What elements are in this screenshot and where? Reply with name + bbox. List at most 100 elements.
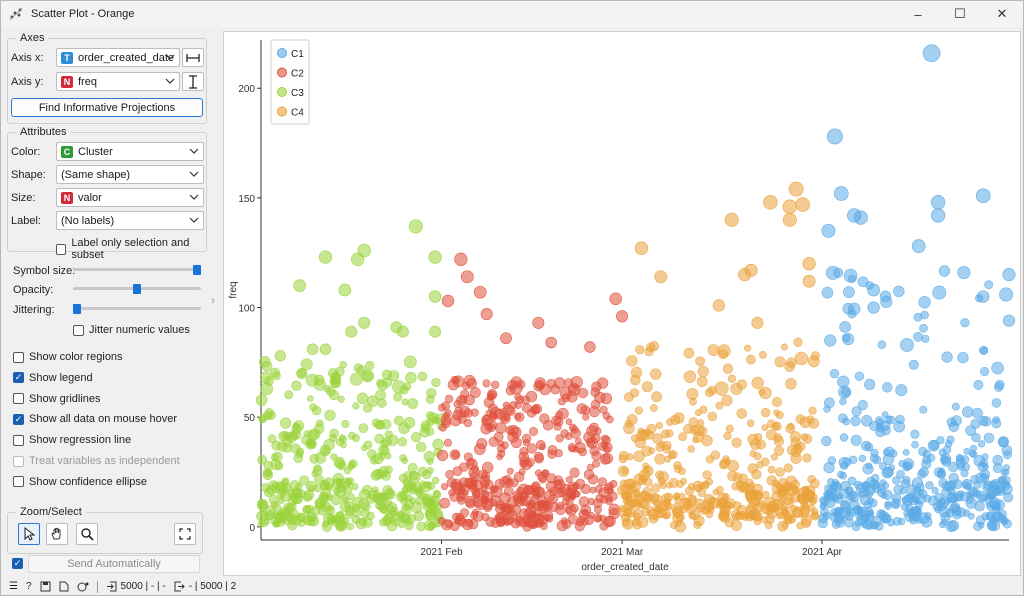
data-point-c3	[392, 380, 406, 394]
report-icon[interactable]	[59, 581, 69, 592]
data-point-c4	[725, 498, 736, 509]
data-point-c1	[861, 415, 873, 427]
data-point-c4	[642, 462, 649, 470]
label-combo[interactable]: (No labels)	[56, 211, 204, 230]
data-point-c1	[920, 310, 929, 320]
data-point-c1	[915, 500, 924, 509]
x-tick-label: 2021 Apr	[802, 547, 843, 558]
horizontal-range-icon	[186, 53, 200, 62]
data-point-c4	[715, 486, 724, 495]
data-point-c2	[582, 413, 590, 421]
data-point-c2	[568, 423, 577, 432]
data-point-c2	[525, 506, 537, 518]
shape-combo[interactable]: (Same shape)	[56, 165, 204, 184]
data-point-c3	[408, 219, 423, 234]
color-combo[interactable]: C Cluster	[56, 142, 204, 161]
data-point-c3	[432, 476, 440, 485]
data-point-c3	[362, 371, 373, 382]
show-confidence-ellipse-checkbox[interactable]: Show confidence ellipse	[13, 476, 147, 488]
data-point-c2	[442, 411, 450, 420]
data-point-c3	[255, 394, 268, 406]
data-point-c4	[705, 477, 714, 486]
data-point-c1	[978, 345, 989, 355]
data-point-c3	[371, 418, 381, 428]
data-point-c4	[771, 479, 779, 487]
swap-axes-button[interactable]	[182, 48, 204, 67]
show-all-data-on-mouse-hover-checkbox[interactable]: ✓ Show all data on mouse hover	[13, 413, 177, 425]
axis-x-combo[interactable]: T order_created_date	[56, 48, 180, 67]
close-icon[interactable]: ✕	[996, 6, 1008, 21]
jitter-numeric-checkbox[interactable]: Jitter numeric values	[73, 324, 190, 336]
data-point-c1	[921, 334, 930, 343]
vertical-range-button[interactable]	[182, 72, 204, 91]
data-point-c2	[478, 469, 489, 480]
show-regression-line-checkbox[interactable]: Show regression line	[13, 434, 131, 446]
pointer-icon[interactable]	[18, 523, 40, 545]
data-point-c3	[417, 371, 428, 382]
data-point-c4	[707, 385, 717, 395]
data-point-c1	[886, 415, 896, 425]
show-gridlines-checkbox[interactable]: Show gridlines	[13, 393, 101, 405]
y-tick-label: 150	[238, 194, 255, 205]
treat-variables-as-independent-checkbox: Treat variables as independent	[13, 455, 180, 467]
data-point-c4	[655, 422, 664, 430]
data-point-c3	[419, 427, 431, 438]
label-only-selection-checkbox[interactable]: Label only selection and subset	[56, 237, 213, 261]
axis-y-combo[interactable]: N freq	[56, 72, 180, 91]
send-automatically-button[interactable]: Send Automatically	[28, 555, 200, 573]
plot-area[interactable]: 0 50 100 150 200 2021 Feb 2021 Mar 2021 Apr orde…	[223, 31, 1021, 576]
data-point-c4	[672, 505, 684, 517]
x-tick-label: 2021 Mar	[601, 547, 644, 558]
data-point-c1	[896, 469, 905, 479]
data-point-c2	[439, 497, 450, 509]
jittering-handle[interactable]	[73, 304, 81, 314]
data-point-c1	[831, 478, 839, 486]
data-point-c3	[260, 510, 269, 519]
data-point-c4	[754, 513, 763, 522]
data-point-c3	[289, 480, 301, 492]
data-point-c2	[599, 453, 611, 465]
data-point-c4	[807, 474, 816, 484]
data-point-c3	[348, 461, 356, 469]
symbol-size-handle[interactable]	[193, 265, 201, 275]
symbol-size-slider[interactable]	[73, 268, 201, 271]
help-icon[interactable]: ?	[25, 581, 32, 592]
send-automatically-checkbox[interactable]: ✓	[12, 558, 28, 569]
data-point-c3	[384, 488, 395, 498]
save-icon[interactable]	[40, 581, 51, 592]
data-point-c2	[609, 292, 622, 306]
data-point-c1	[938, 265, 951, 277]
data-point-c2	[578, 496, 590, 508]
visual-settings-icon[interactable]	[77, 581, 89, 592]
data-point-c2	[491, 380, 500, 390]
hand-icon[interactable]	[46, 523, 68, 545]
data-point-c2	[537, 496, 549, 508]
data-point-c3	[327, 515, 337, 525]
data-point-c4	[751, 316, 764, 329]
data-point-c2	[526, 443, 537, 454]
jittering-slider[interactable]	[73, 307, 201, 310]
data-point-c2	[521, 433, 532, 444]
data-point-c1	[908, 359, 919, 370]
maximize-icon[interactable]: ☐	[954, 6, 966, 21]
data-point-c1	[911, 239, 926, 253]
data-point-c4	[620, 483, 632, 495]
show-legend-checkbox[interactable]: ✓ Show legend	[13, 372, 93, 384]
collapse-panel-icon[interactable]: ›	[211, 293, 215, 307]
find-informative-projections-button[interactable]: Find Informative Projections	[11, 98, 203, 117]
data-point-c4	[673, 461, 682, 470]
zoom-icon[interactable]	[76, 523, 98, 545]
data-point-c3	[264, 376, 274, 386]
minimize-icon[interactable]: –	[914, 6, 922, 22]
data-point-c1	[960, 318, 970, 328]
menu-icon[interactable]: ☰	[9, 581, 18, 592]
fit-icon[interactable]	[174, 523, 196, 545]
size-combo[interactable]: N valor	[56, 188, 204, 207]
data-point-c2	[586, 437, 598, 449]
data-point-c3	[326, 386, 336, 397]
checkbox-box	[13, 351, 24, 363]
opacity-handle[interactable]	[133, 284, 141, 294]
scatter-plot[interactable]: 0 50 100 150 200 2021 Feb 2021 Mar 2021 Apr orde…	[224, 32, 1022, 577]
data-point-c3	[313, 374, 325, 386]
show-color-regions-checkbox[interactable]: Show color regions	[13, 351, 123, 363]
